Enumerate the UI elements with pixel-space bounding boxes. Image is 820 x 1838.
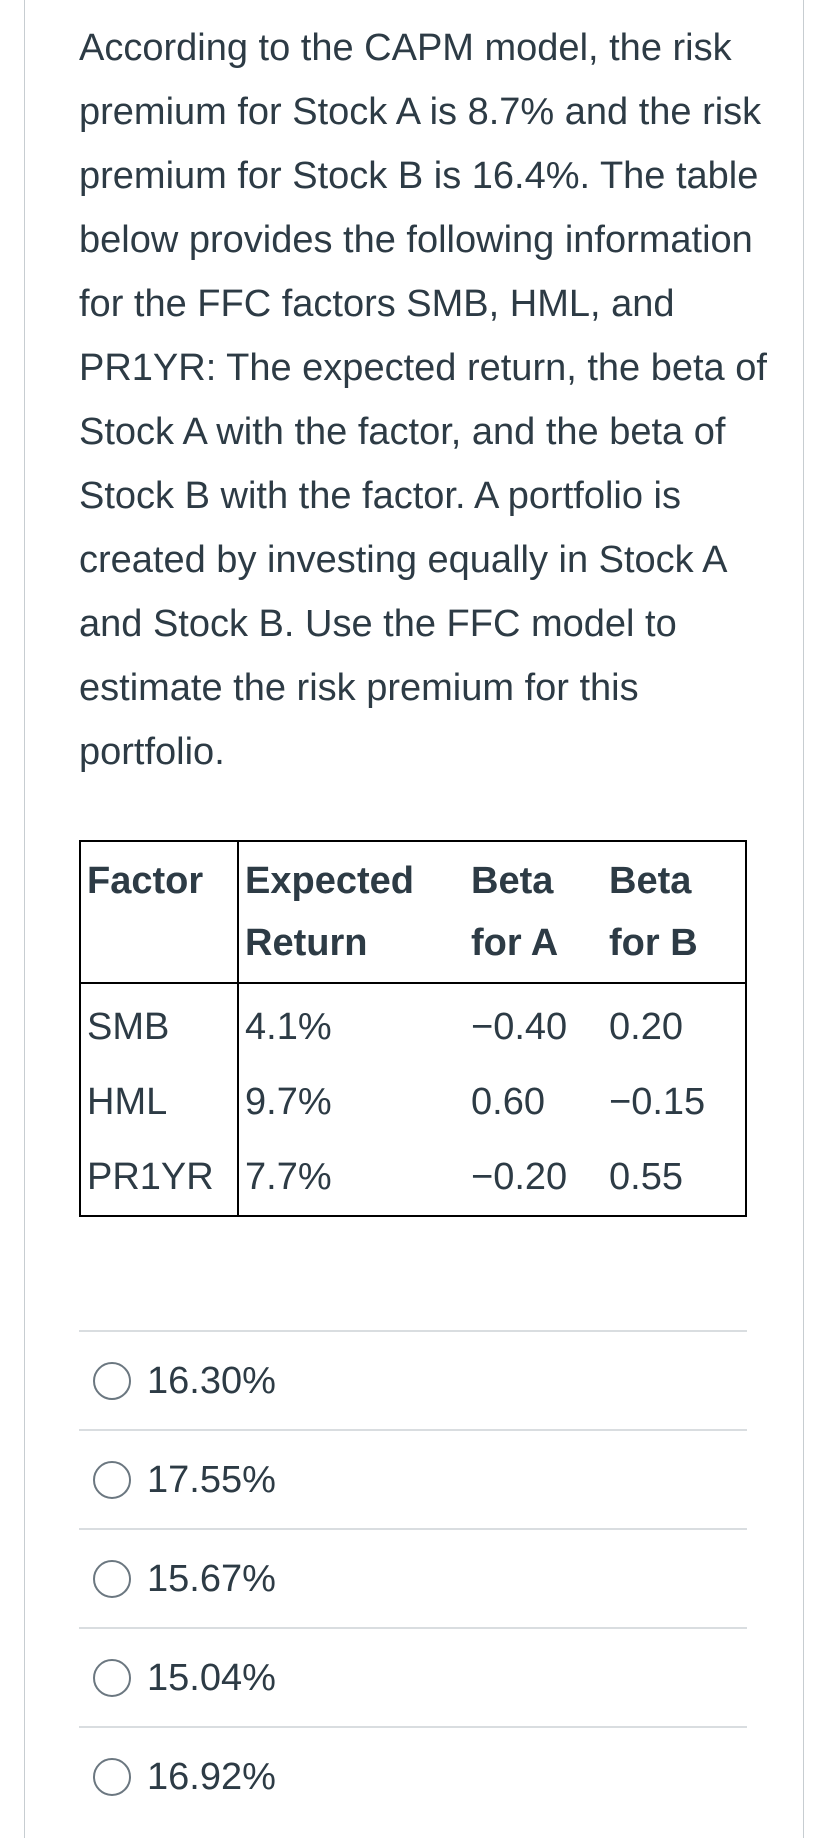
answer-option-label: 16.92% [147, 1755, 276, 1798]
answer-option[interactable]: 15.04% [79, 1627, 747, 1726]
answer-option-label: 17.55% [147, 1458, 276, 1501]
answer-option[interactable]: 16.92% [79, 1726, 747, 1825]
header-factor: Factor [80, 841, 239, 984]
cell-beta-a: −0.40 [471, 1006, 568, 1048]
cell-beta-b: −0.15 [609, 1081, 706, 1123]
table-spacer-row [80, 1215, 746, 1216]
header-beta-b-label: Beta for B [609, 860, 698, 964]
radio-button-icon[interactable] [93, 1757, 131, 1796]
factor-table: Factor Expected Return Beta for A Beta f… [79, 840, 747, 1217]
cell-factor: PR1YR [80, 1140, 239, 1215]
cell-expected-return: 7.7% [245, 1156, 332, 1198]
table-row: SMB 4.1% −0.40 0.20 [80, 983, 746, 1065]
cell-factor: SMB [80, 983, 239, 1065]
cell-expected-return: 4.1% [245, 1006, 332, 1048]
answer-option-label: 16.30% [147, 1359, 276, 1402]
answer-option[interactable]: 15.67% [79, 1528, 747, 1627]
header-expected-return: Expected Return [238, 841, 465, 984]
header-expected-return-label: Expected Return [245, 860, 414, 964]
answer-options: 16.30% 17.55% 15.67% 15.04% 16.92% [79, 1330, 747, 1825]
cell-beta-a: 0.60 [471, 1081, 545, 1123]
cell-factor: HML [80, 1065, 239, 1140]
spacer-cell [603, 1215, 746, 1216]
answer-option[interactable]: 16.30% [79, 1330, 747, 1429]
header-beta-a: Beta for A [465, 841, 603, 984]
spacer-cell [238, 1215, 465, 1216]
header-beta-b: Beta for B [603, 841, 746, 984]
spacer-cell [80, 1215, 239, 1216]
answer-option-label: 15.67% [147, 1557, 276, 1600]
cell-beta-b: 0.20 [609, 1006, 683, 1048]
table-row: PR1YR 7.7% −0.20 0.55 [80, 1140, 746, 1215]
radio-button-icon[interactable] [93, 1658, 131, 1697]
question-panel: According to the CAPM model, the risk pr… [24, 0, 804, 1838]
table-row: HML 9.7% 0.60 −0.15 [80, 1065, 746, 1140]
radio-button-icon[interactable] [93, 1559, 131, 1598]
table-header-row: Factor Expected Return Beta for A Beta f… [80, 841, 746, 984]
radio-button-icon[interactable] [93, 1361, 131, 1400]
question-text: According to the CAPM model, the risk pr… [79, 27, 767, 773]
answer-option[interactable]: 17.55% [79, 1429, 747, 1528]
answer-option-label: 15.04% [147, 1656, 276, 1699]
cell-beta-b: 0.55 [609, 1156, 683, 1198]
radio-button-icon[interactable] [93, 1460, 131, 1499]
cell-expected-return: 9.7% [245, 1081, 332, 1123]
cell-beta-a: −0.20 [471, 1156, 568, 1198]
header-beta-a-label: Beta for A [471, 860, 559, 964]
spacer-cell [465, 1215, 603, 1216]
